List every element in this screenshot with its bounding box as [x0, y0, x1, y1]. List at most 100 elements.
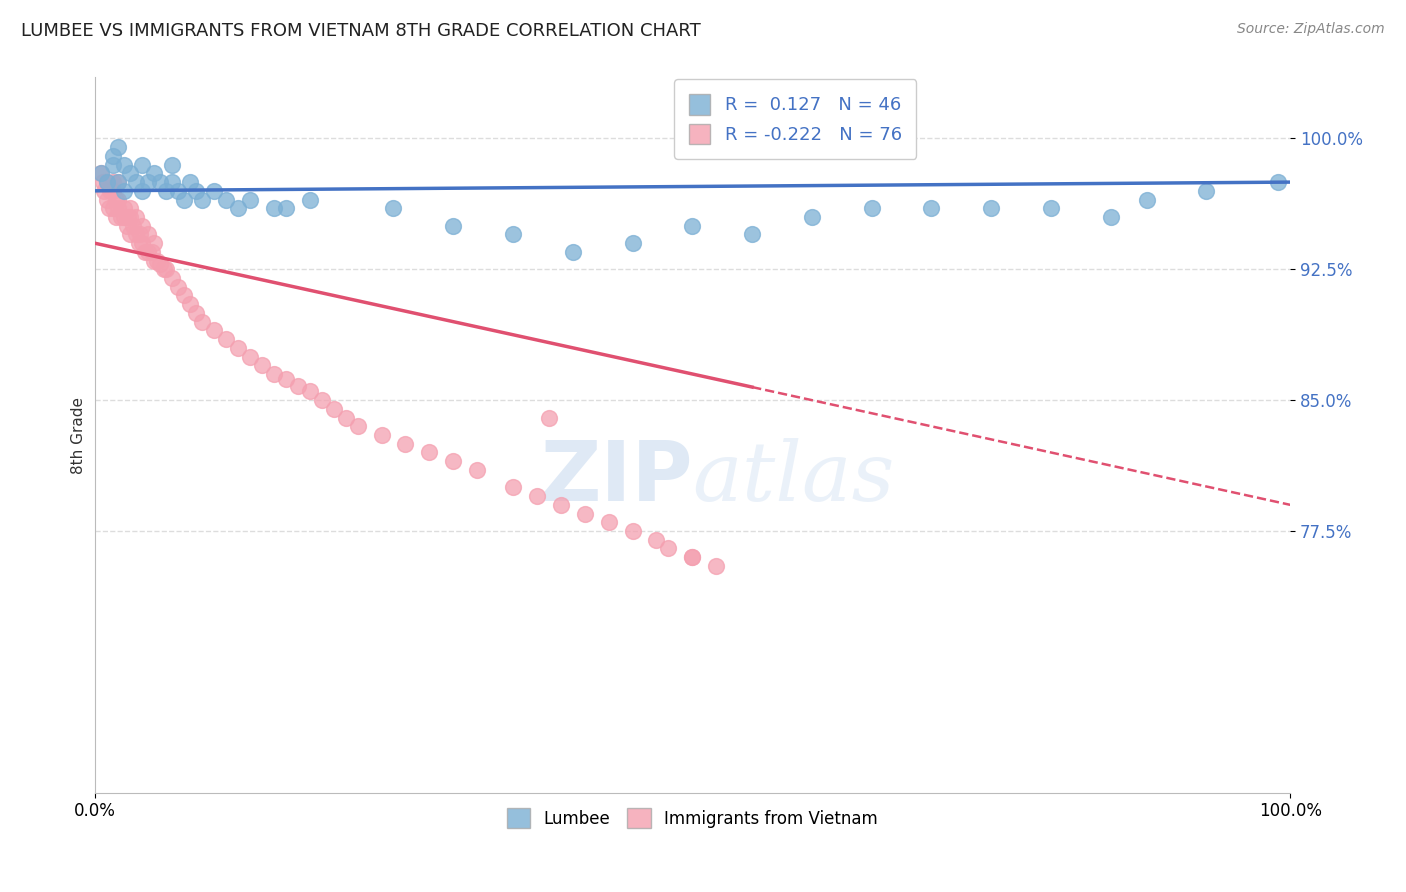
Point: [274, 372, 297, 386]
Point: [287, 379, 309, 393]
Point: [418, 445, 440, 459]
Point: [311, 393, 333, 408]
Point: [120, 227, 142, 242]
Point: [274, 201, 297, 215]
Point: [107, 193, 129, 207]
Point: [1195, 184, 1218, 198]
Point: [1136, 193, 1159, 207]
Point: [202, 184, 225, 198]
Point: [621, 236, 644, 251]
Point: [149, 175, 172, 189]
Point: [131, 184, 153, 198]
Point: [382, 201, 405, 215]
Point: [250, 358, 273, 372]
Point: [143, 236, 166, 251]
Point: [202, 323, 225, 337]
Point: [681, 219, 703, 233]
Point: [657, 541, 679, 556]
Point: [335, 410, 357, 425]
Point: [153, 262, 176, 277]
Point: [226, 341, 249, 355]
Point: [239, 193, 262, 207]
Point: [107, 201, 129, 215]
Point: [101, 149, 124, 163]
Point: [138, 227, 160, 242]
Point: [173, 288, 195, 302]
Point: [162, 158, 184, 172]
Point: [1099, 210, 1122, 224]
Point: [741, 227, 763, 242]
Point: [179, 297, 201, 311]
Point: [97, 201, 120, 215]
Point: [110, 210, 132, 224]
Point: [621, 524, 644, 538]
Point: [121, 219, 143, 233]
Point: [346, 419, 368, 434]
Point: [101, 158, 124, 172]
Point: [215, 193, 238, 207]
Point: [131, 158, 153, 172]
Point: [162, 175, 184, 189]
Point: [441, 454, 464, 468]
Point: [860, 201, 883, 215]
Point: [574, 507, 596, 521]
Point: [107, 175, 129, 189]
Point: [91, 175, 114, 189]
Point: [167, 279, 190, 293]
Point: [143, 166, 166, 180]
Text: LUMBEE VS IMMIGRANTS FROM VIETNAM 8TH GRADE CORRELATION CHART: LUMBEE VS IMMIGRANTS FROM VIETNAM 8TH GR…: [21, 22, 700, 40]
Point: [550, 498, 572, 512]
Point: [107, 175, 129, 189]
Point: [239, 350, 262, 364]
Point: [645, 533, 668, 547]
Point: [134, 244, 156, 259]
Point: [561, 244, 583, 259]
Point: [186, 306, 208, 320]
Point: [125, 227, 148, 242]
Point: [96, 193, 118, 207]
Text: Source: ZipAtlas.com: Source: ZipAtlas.com: [1237, 22, 1385, 37]
Point: [138, 175, 160, 189]
Y-axis label: 8th Grade: 8th Grade: [72, 397, 86, 474]
Point: [141, 244, 163, 259]
Point: [179, 175, 201, 189]
Point: [263, 367, 285, 381]
Point: [138, 244, 160, 259]
Point: [155, 262, 177, 277]
Legend: Lumbee, Immigrants from Vietnam: Lumbee, Immigrants from Vietnam: [501, 802, 884, 834]
Point: [96, 175, 118, 189]
Point: [125, 210, 148, 224]
Point: [93, 184, 115, 198]
Point: [98, 184, 121, 198]
Point: [114, 158, 136, 172]
Point: [149, 257, 172, 271]
Point: [155, 184, 177, 198]
Point: [105, 193, 128, 207]
Point: [537, 410, 560, 425]
Point: [101, 184, 124, 198]
Point: [186, 184, 208, 198]
Point: [129, 227, 152, 242]
Point: [526, 489, 548, 503]
Point: [598, 516, 620, 530]
Point: [191, 193, 214, 207]
Point: [980, 201, 1002, 215]
Point: [107, 140, 129, 154]
Point: [120, 210, 142, 224]
Point: [215, 332, 238, 346]
Point: [90, 166, 112, 180]
Text: atlas: atlas: [692, 438, 894, 518]
Point: [322, 401, 344, 416]
Point: [394, 436, 416, 450]
Point: [173, 193, 195, 207]
Point: [298, 193, 321, 207]
Point: [681, 550, 703, 565]
Point: [115, 219, 138, 233]
Point: [120, 166, 142, 180]
Point: [101, 201, 124, 215]
Point: [263, 201, 285, 215]
Point: [502, 480, 524, 494]
Point: [101, 175, 124, 189]
Point: [120, 201, 142, 215]
Point: [704, 558, 727, 573]
